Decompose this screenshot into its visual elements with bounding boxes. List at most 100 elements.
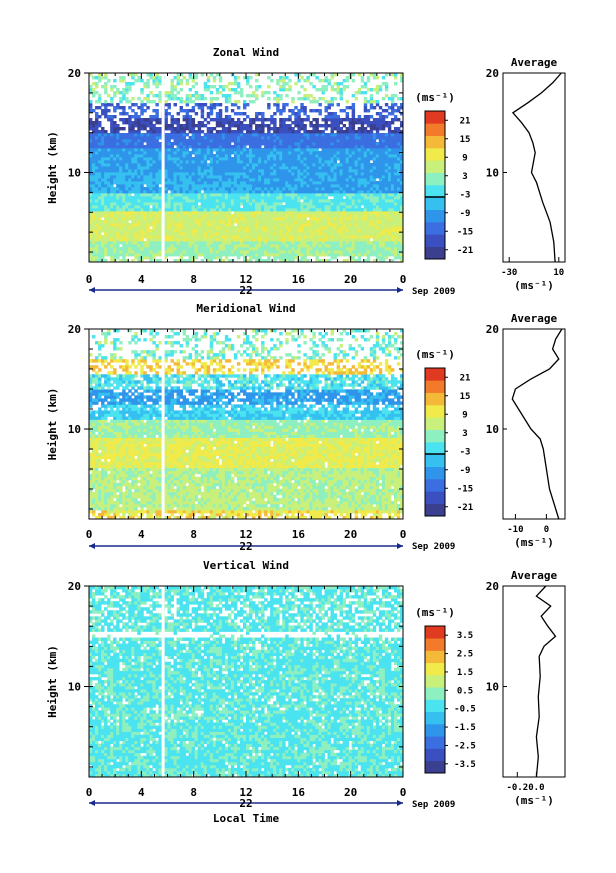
heatmap-cell [119, 217, 123, 221]
heatmap-cell [366, 130, 371, 134]
heatmap-cell [369, 88, 374, 92]
heatmap-cell [122, 112, 126, 116]
heatmap-cell [92, 235, 96, 239]
heatmap-cell [378, 220, 383, 224]
heatmap-cell [125, 142, 129, 146]
heatmap-cell [128, 157, 132, 161]
heatmap-cell [164, 241, 168, 245]
heatmap-cell [348, 151, 353, 155]
heatmap-cell [92, 202, 96, 206]
heatmap-cell [276, 193, 280, 197]
heatmap-cell [342, 142, 347, 146]
heatmap-cell [122, 205, 126, 209]
heatmap-cell [330, 124, 334, 128]
heatmap-cell [246, 139, 250, 143]
heatmap-cell [363, 178, 368, 182]
heatmap-cell [125, 82, 129, 86]
heatmap-cell [212, 214, 217, 218]
heatmap-cell [95, 217, 99, 221]
heatmap-cell [170, 226, 174, 230]
heatmap-cell [218, 217, 223, 221]
heatmap-cell [194, 103, 199, 107]
heatmap-cell [191, 193, 196, 197]
heatmap-cell [363, 190, 368, 194]
heatmap-cell [236, 178, 241, 182]
heatmap-cell [363, 199, 368, 203]
heatmap-cell [101, 163, 105, 167]
heatmap-cell [330, 190, 334, 194]
heatmap-cell [375, 112, 380, 116]
heatmap-cell [348, 124, 353, 128]
heatmap-cell [212, 85, 217, 89]
heatmap-cell [285, 190, 289, 194]
heatmap-cell [152, 133, 156, 137]
heatmap-cell [188, 124, 193, 128]
heatmap-cell [164, 124, 168, 128]
heatmap-cell [255, 247, 259, 251]
heatmap-cell [270, 157, 274, 161]
heatmap-cell [209, 100, 214, 104]
heatmap-cell [149, 175, 153, 179]
heatmap-cell [116, 157, 120, 161]
heatmap-cell [164, 145, 168, 149]
heatmap-cell [113, 247, 117, 251]
heatmap-cell [188, 217, 193, 221]
panel-1 [84, 72, 566, 293]
heatmap-cell [273, 232, 277, 236]
heatmap-cell [276, 235, 280, 239]
heatmap-cell [312, 151, 316, 155]
heatmap-cell [182, 226, 187, 230]
heatmap-cell [276, 100, 280, 104]
heatmap-cell [134, 145, 138, 149]
heatmap-cell [354, 253, 359, 257]
heatmap-cell [288, 88, 292, 92]
heatmap-cell [264, 253, 268, 257]
heatmap-cell [104, 190, 108, 194]
heatmap-cell [173, 211, 177, 215]
heatmap-cell [140, 112, 144, 116]
heatmap-cell [372, 151, 377, 155]
heatmap-cell [113, 172, 117, 176]
heatmap-cell [110, 229, 114, 233]
heatmap-cell [221, 139, 226, 143]
heatmap-cell [363, 184, 368, 188]
heatmap-cell [348, 193, 353, 197]
heatmap-cell [137, 199, 141, 203]
heatmap-cell [330, 193, 334, 197]
heatmap-cell [351, 94, 356, 98]
heatmap-cell [327, 169, 331, 173]
heatmap-cell [255, 85, 259, 89]
heatmap-cell [152, 178, 156, 182]
heatmap-cell [110, 232, 114, 236]
heatmap-cell [95, 157, 99, 161]
heatmap-cell [167, 229, 171, 233]
heatmap-cell [372, 196, 377, 200]
heatmap-cell [188, 214, 193, 218]
heatmap-cell [119, 175, 123, 179]
heatmap-cell [101, 154, 105, 158]
heatmap-cell [179, 202, 183, 206]
heatmap-cell [279, 238, 283, 242]
heatmap-cell [92, 229, 96, 233]
heatmap-cell [375, 166, 380, 170]
heatmap-cell [360, 121, 365, 125]
heatmap-cell [200, 184, 205, 188]
heatmap-cell [206, 115, 211, 119]
heatmap-cell [101, 223, 105, 227]
heatmap-cell [327, 205, 331, 209]
heatmap-cell [170, 145, 174, 149]
heatmap-cell [212, 220, 217, 224]
heatmap-cell [227, 145, 232, 149]
heatmap-cell [146, 250, 150, 254]
heatmap-cell [140, 238, 144, 242]
heatmap-cell [354, 223, 359, 227]
heatmap-cell [221, 223, 226, 227]
heatmap-cell [119, 229, 123, 233]
heatmap-cell [215, 238, 220, 242]
heatmap-cell [342, 175, 347, 179]
heatmap-cell [200, 259, 205, 263]
heatmap-cell [176, 136, 180, 140]
heatmap-cell [98, 259, 102, 263]
heatmap-cell [360, 208, 365, 212]
heatmap-cell [119, 100, 123, 104]
